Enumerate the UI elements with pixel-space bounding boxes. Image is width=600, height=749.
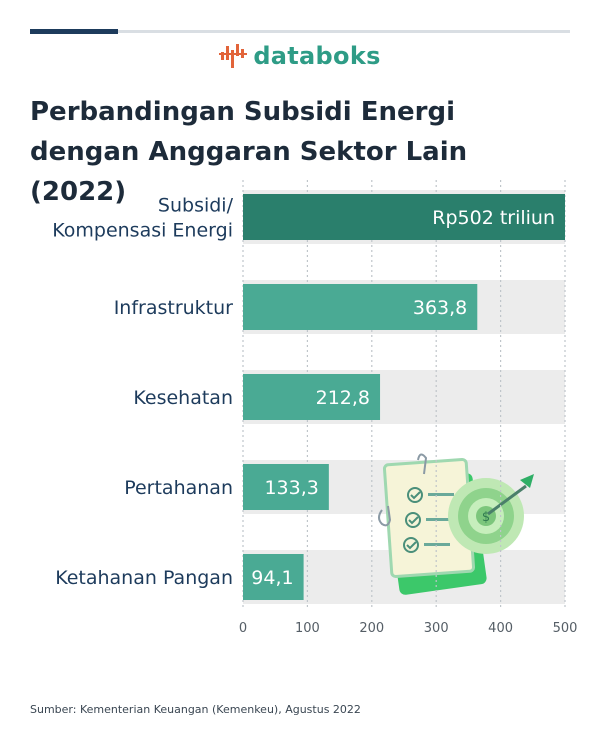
category-label: Ketahanan Pangan <box>55 567 233 589</box>
bar <box>243 464 329 510</box>
x-tick-label: 100 <box>295 621 320 636</box>
bar <box>243 554 304 600</box>
clipboard-target-illustration: $ <box>378 453 534 595</box>
bar <box>243 284 478 330</box>
page-title: Perbandingan Subsidi Energi dengan Angga… <box>30 97 468 207</box>
brand-logo: databoks <box>0 42 600 70</box>
top-rule-accent <box>30 29 118 34</box>
x-tick-label: 500 <box>553 621 578 636</box>
bar-chart: $ Rp502 triliun Subsidi/Kompensasi Energi 3… <box>52 180 578 636</box>
x-tick-label: 400 <box>488 621 513 636</box>
source-note: Sumber: Kementerian Keuangan (Kemenkeu),… <box>30 703 361 716</box>
bar-value-label: Rp502 triliun <box>432 207 555 229</box>
category-label: Subsidi/ <box>158 195 234 217</box>
top-rule <box>30 30 570 33</box>
bar-value-label: 133,3 <box>264 477 318 499</box>
bar <box>243 194 565 240</box>
category-label: Kesehatan <box>133 387 233 409</box>
bar <box>243 374 381 420</box>
bar-value-label: 94,1 <box>251 567 293 589</box>
svg-text:$: $ <box>482 510 490 525</box>
x-tick-label: 200 <box>359 621 384 636</box>
x-tick-label: 300 <box>424 621 449 636</box>
x-tick-label: 0 <box>239 621 247 636</box>
category-label: Kompensasi Energi <box>52 220 233 242</box>
category-label: Pertahanan <box>124 477 233 499</box>
bar-value-label: 363,8 <box>413 297 467 319</box>
databoks-logo-icon <box>219 44 248 68</box>
category-label: Infrastruktur <box>114 297 233 319</box>
brand-name: databoks <box>253 42 381 70</box>
bar-value-label: 212,8 <box>316 387 370 409</box>
